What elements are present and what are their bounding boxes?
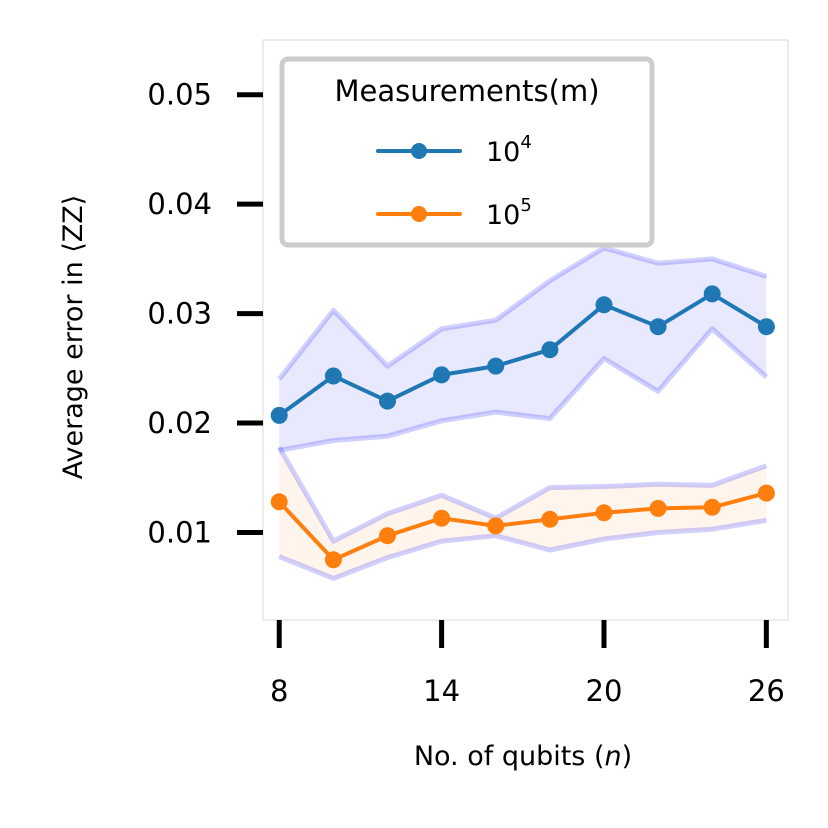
x-tick-label: 26 (748, 674, 785, 708)
data-point-10^5 (433, 509, 451, 527)
y-tick-label: 0.02 (147, 406, 212, 440)
plot-frame (262, 39, 789, 621)
y-tick-label: 0.03 (147, 297, 212, 331)
x-tick-label: 14 (423, 674, 460, 708)
data-point-10^4 (487, 357, 505, 375)
data-point-10^5 (649, 499, 667, 517)
band-upper-edge-10^4 (277, 245, 768, 381)
data-point-10^5 (595, 504, 613, 522)
data-point-10^4 (324, 367, 342, 385)
legend-box (279, 56, 655, 248)
series-lines (270, 285, 775, 569)
x-axis: 8 14 20 26 (270, 620, 785, 708)
y-tick-label: 0.01 (147, 515, 212, 549)
data-point-10^5 (757, 484, 775, 502)
y-tick-label: 0.04 (147, 187, 212, 221)
x-tick-label: 20 (586, 674, 623, 708)
data-point-10^5 (487, 517, 505, 535)
band-lower-edge-10^5 (278, 517, 767, 581)
data-point-10^4 (433, 366, 451, 384)
band-lower-edge-10^4 (278, 326, 769, 453)
band-fill-10^4 (279, 247, 767, 451)
legend-marker-1e4 (411, 143, 427, 159)
y-tick-label: 0.05 (147, 78, 212, 112)
data-point-10^4 (541, 341, 559, 359)
data-point-10^4 (595, 296, 613, 314)
legend-title: Measurements(m) (334, 74, 599, 108)
band-fill-10^5 (279, 447, 767, 579)
data-point-10^5 (270, 493, 288, 511)
x-tick-label: 8 (270, 674, 288, 708)
legend: Measurements(m) 104 105 (279, 56, 655, 248)
legend-label-1e4: 104 (486, 132, 532, 168)
legend-label-1e5: 105 (486, 195, 532, 231)
band-upper-edge-10^5 (277, 445, 768, 544)
data-point-10^4 (270, 406, 288, 424)
series-line-10^5 (277, 491, 767, 562)
y-axis: 0.01 0.02 0.03 0.04 0.05 (147, 78, 263, 549)
data-point-10^5 (703, 498, 721, 516)
x-axis-title: No. of qubits (n) (414, 741, 632, 772)
data-point-10^4 (703, 285, 721, 303)
data-point-10^5 (324, 551, 342, 569)
data-point-10^4 (757, 318, 775, 336)
data-point-10^5 (379, 527, 396, 545)
data-point-10^4 (649, 318, 667, 336)
data-point-10^5 (541, 510, 559, 528)
confidence-bands (277, 245, 769, 581)
legend-marker-1e5 (411, 206, 427, 222)
data-point-10^4 (379, 392, 396, 410)
series-line-10^4 (278, 291, 768, 418)
y-axis-title: Average error in ⟨ZZ⟩ (58, 195, 89, 480)
